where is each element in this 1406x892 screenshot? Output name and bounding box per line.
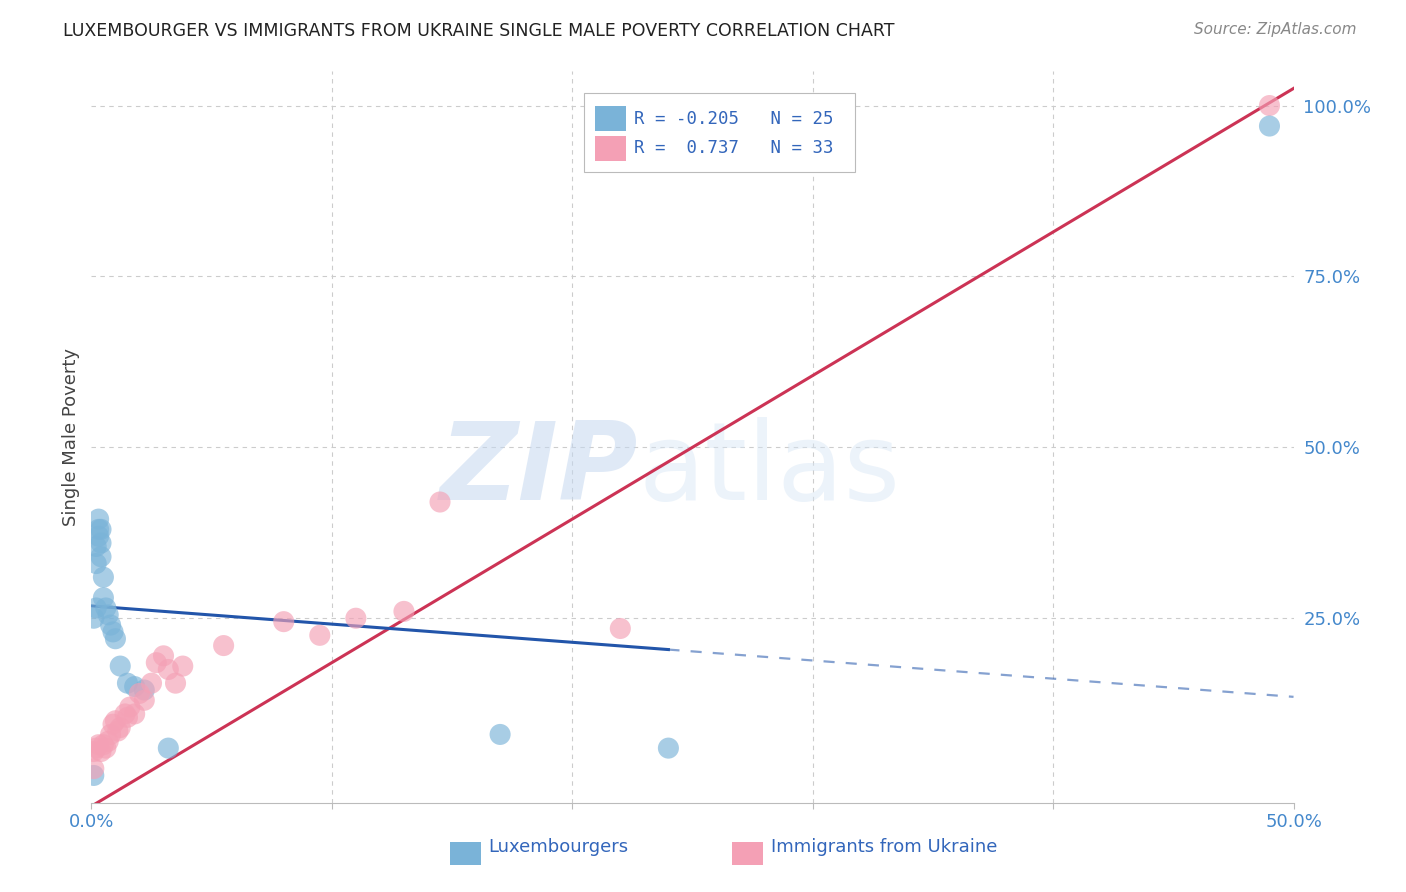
Point [308, 628, 330, 642]
Point [90, 522, 112, 536]
Point [633, 119, 655, 133]
Point [118, 700, 141, 714]
Point [172, 659, 194, 673]
Text: ZIP: ZIP [440, 417, 638, 523]
Point [84, 540, 107, 554]
Point [657, 741, 679, 756]
Point [83, 611, 105, 625]
Text: R = -0.205   N = 25: R = -0.205 N = 25 [634, 110, 832, 128]
Point [429, 495, 451, 509]
Point [273, 615, 295, 629]
Point [392, 604, 415, 618]
Point [157, 741, 180, 756]
Point [165, 676, 187, 690]
Point [152, 648, 174, 663]
Point [87, 529, 110, 543]
FancyBboxPatch shape [585, 94, 855, 172]
Point [90, 549, 112, 564]
Point [87, 738, 110, 752]
FancyBboxPatch shape [595, 106, 626, 131]
Point [117, 676, 139, 690]
Text: Source: ZipAtlas.com: Source: ZipAtlas.com [1194, 22, 1357, 37]
Point [93, 570, 115, 584]
Point [124, 680, 146, 694]
Point [104, 714, 127, 728]
Point [124, 706, 146, 721]
Point [128, 686, 150, 700]
Point [90, 745, 112, 759]
Point [87, 522, 110, 536]
Point [100, 618, 122, 632]
Point [134, 693, 156, 707]
Point [83, 762, 105, 776]
FancyBboxPatch shape [450, 841, 481, 865]
Point [110, 659, 132, 673]
Point [87, 512, 110, 526]
Point [97, 734, 120, 748]
Point [1258, 98, 1281, 112]
Point [134, 683, 156, 698]
FancyBboxPatch shape [595, 136, 626, 161]
Point [212, 639, 235, 653]
Point [93, 738, 115, 752]
Point [157, 663, 180, 677]
Point [107, 724, 129, 739]
Point [1258, 119, 1281, 133]
Point [100, 727, 122, 741]
Y-axis label: Single Male Poverty: Single Male Poverty [62, 348, 80, 526]
Text: Immigrants from Ukraine: Immigrants from Ukraine [770, 838, 997, 856]
Point [97, 607, 120, 622]
Point [141, 676, 163, 690]
Point [104, 632, 127, 646]
Point [117, 710, 139, 724]
Text: atlas: atlas [638, 417, 900, 523]
Point [94, 601, 117, 615]
Point [93, 591, 115, 605]
Point [114, 706, 136, 721]
FancyBboxPatch shape [733, 841, 763, 865]
Point [94, 741, 117, 756]
Text: Luxembourgers: Luxembourgers [488, 838, 628, 856]
Point [84, 557, 107, 571]
Text: R =  0.737   N = 33: R = 0.737 N = 33 [634, 139, 832, 157]
Point [489, 727, 512, 741]
Point [83, 745, 105, 759]
Point [609, 622, 631, 636]
Point [145, 656, 167, 670]
Point [101, 717, 124, 731]
Point [101, 624, 124, 639]
Point [90, 536, 112, 550]
Text: LUXEMBOURGER VS IMMIGRANTS FROM UKRAINE SINGLE MALE POVERTY CORRELATION CHART: LUXEMBOURGER VS IMMIGRANTS FROM UKRAINE … [63, 22, 894, 40]
Point [110, 721, 132, 735]
Point [344, 611, 367, 625]
Point [83, 768, 105, 782]
Point [84, 601, 107, 615]
Point [84, 741, 107, 756]
